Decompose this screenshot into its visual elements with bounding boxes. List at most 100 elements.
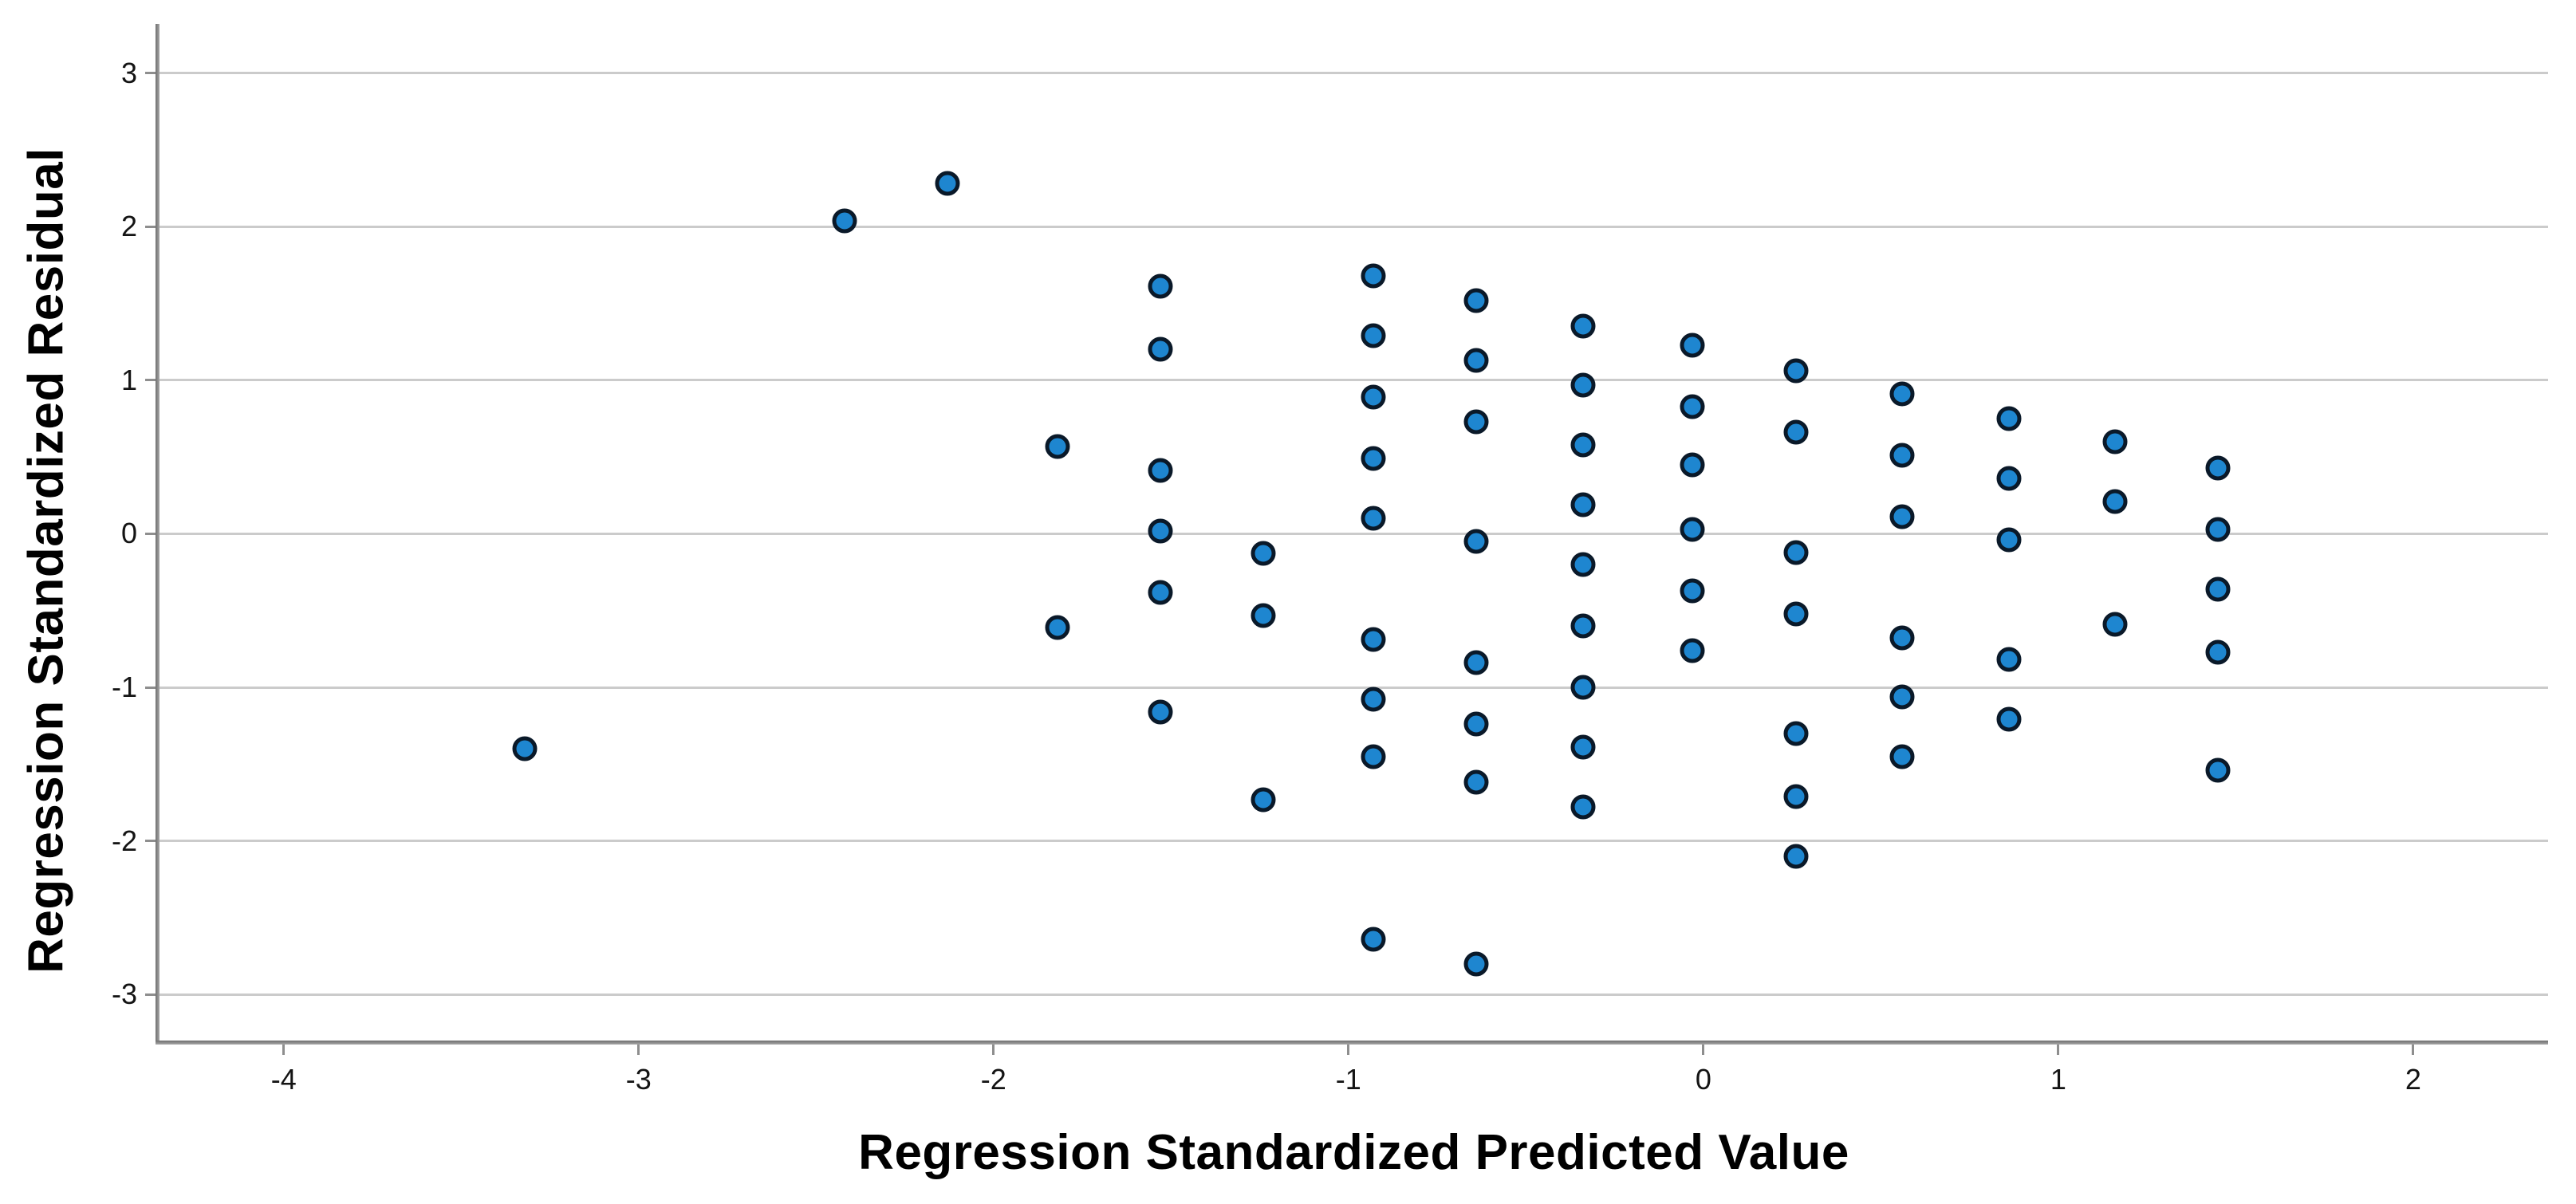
x-axis-title: Regression Standardized Predicted Value xyxy=(858,1125,1849,1180)
data-point xyxy=(1783,784,1809,809)
x-tick-mark xyxy=(282,1045,286,1055)
data-point xyxy=(1463,348,1489,373)
y-tick-mark xyxy=(145,993,156,996)
y-tick-mark xyxy=(145,840,156,843)
data-point xyxy=(1783,540,1809,565)
data-point xyxy=(1148,273,1173,299)
data-point xyxy=(1463,951,1489,977)
x-tick-mark xyxy=(992,1045,995,1055)
h-gridline xyxy=(160,840,2548,843)
data-point xyxy=(1680,638,1705,663)
data-point xyxy=(1361,744,1386,769)
h-gridline xyxy=(160,379,2548,382)
data-point xyxy=(1148,580,1173,605)
x-axis-line xyxy=(156,1041,2548,1045)
data-point xyxy=(1045,615,1070,640)
data-point xyxy=(2205,576,2231,602)
y-tick-mark xyxy=(145,532,156,535)
h-gridline xyxy=(160,686,2548,689)
data-point xyxy=(1463,409,1489,435)
data-point xyxy=(1570,734,1596,760)
data-point xyxy=(1570,372,1596,398)
x-tick-label: 2 xyxy=(2405,1063,2421,1096)
y-tick-label: 0 xyxy=(120,517,137,550)
data-point xyxy=(1361,627,1386,652)
y-tick-label: 2 xyxy=(120,210,137,243)
y-axis-title: Regression Standardized Residual xyxy=(18,147,74,974)
x-tick-mark xyxy=(637,1045,640,1055)
h-gridline xyxy=(160,72,2548,75)
x-tick-label: 1 xyxy=(2050,1063,2066,1096)
data-point xyxy=(2102,489,2128,514)
x-tick-label: -4 xyxy=(270,1063,297,1096)
data-point xyxy=(1680,452,1705,478)
data-point xyxy=(1889,625,1915,651)
data-point xyxy=(1889,684,1915,710)
data-point xyxy=(1996,647,2022,672)
y-tick-label: -2 xyxy=(111,824,137,857)
y-tick-mark xyxy=(145,72,156,75)
data-point xyxy=(1570,552,1596,577)
data-point xyxy=(1463,288,1489,313)
data-point xyxy=(1463,650,1489,675)
data-point xyxy=(832,208,857,234)
data-point xyxy=(1361,927,1386,952)
y-tick-mark xyxy=(145,379,156,382)
data-point xyxy=(1361,384,1386,410)
data-point xyxy=(1889,504,1915,529)
data-point xyxy=(1148,518,1173,544)
data-point xyxy=(1570,794,1596,820)
data-point xyxy=(1361,323,1386,348)
data-point xyxy=(2205,639,2231,665)
data-point xyxy=(1463,529,1489,554)
data-point xyxy=(1148,458,1173,483)
data-point xyxy=(1251,787,1276,813)
data-point xyxy=(2205,517,2231,542)
h-gridline xyxy=(160,532,2548,535)
data-point xyxy=(1783,601,1809,627)
data-point xyxy=(1463,769,1489,795)
data-point xyxy=(1570,492,1596,517)
data-point xyxy=(1889,744,1915,769)
x-tick-mark xyxy=(2057,1045,2060,1055)
h-gridline xyxy=(160,225,2548,228)
data-point xyxy=(1996,466,2022,491)
data-point xyxy=(1463,711,1489,737)
x-tick-label: -2 xyxy=(980,1063,1006,1096)
data-point xyxy=(1783,844,1809,869)
data-point xyxy=(1680,332,1705,358)
data-point xyxy=(1889,381,1915,407)
y-axis-line xyxy=(156,24,160,1045)
y-tick-label: -3 xyxy=(111,978,137,1011)
data-point xyxy=(1361,446,1386,471)
data-point xyxy=(512,736,538,761)
data-point xyxy=(1996,406,2022,431)
data-point xyxy=(1251,541,1276,566)
data-point xyxy=(1361,263,1386,289)
x-tick-label: -3 xyxy=(625,1063,652,1096)
data-point xyxy=(2205,757,2231,783)
data-point xyxy=(1570,675,1596,700)
data-point xyxy=(2102,612,2128,637)
h-gridline xyxy=(160,993,2548,996)
data-point xyxy=(1148,336,1173,362)
data-point xyxy=(1251,603,1276,628)
data-point xyxy=(1361,687,1386,712)
data-point xyxy=(1680,517,1705,542)
data-point xyxy=(1570,313,1596,339)
data-point xyxy=(1783,419,1809,445)
y-tick-label: 1 xyxy=(120,363,137,396)
x-tick-mark xyxy=(1702,1045,1705,1055)
data-point xyxy=(1889,443,1915,468)
y-tick-mark xyxy=(145,225,156,228)
data-point xyxy=(2102,429,2128,454)
data-point xyxy=(2205,455,2231,481)
y-tick-label: 3 xyxy=(120,56,137,89)
y-tick-label: -1 xyxy=(111,671,137,704)
data-point xyxy=(1680,394,1705,419)
data-point xyxy=(1361,506,1386,531)
y-tick-mark xyxy=(145,686,156,689)
data-point xyxy=(1570,432,1596,458)
data-point xyxy=(1996,527,2022,553)
